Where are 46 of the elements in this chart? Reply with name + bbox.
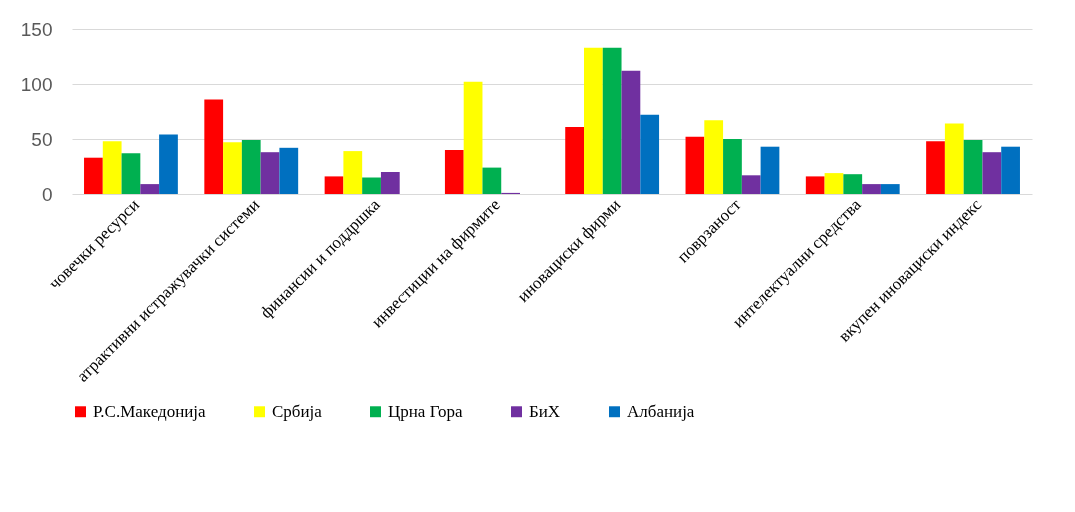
legend-label: Р.С.Македонија [93, 401, 207, 421]
bar [760, 146, 780, 194]
y-tick-label: 150 [20, 18, 53, 40]
bar [204, 99, 224, 194]
bar [843, 174, 863, 194]
bar [1001, 146, 1020, 194]
legend-label: Црна Гора [388, 401, 463, 421]
bar [982, 152, 1002, 194]
bar [121, 153, 141, 194]
bar [862, 184, 881, 194]
bar [621, 70, 641, 194]
bar [640, 114, 660, 194]
bar [741, 175, 761, 194]
bar [159, 134, 178, 194]
bar [241, 140, 261, 194]
bar [482, 167, 502, 194]
bar [279, 147, 299, 194]
bar [805, 176, 825, 194]
bar [963, 140, 983, 194]
bar [140, 184, 160, 194]
legend-label: БиХ [529, 401, 561, 421]
bar [602, 47, 622, 194]
y-tick-label: 100 [20, 73, 53, 95]
bar [102, 141, 122, 194]
bar [260, 152, 280, 194]
legend-label: Србија [272, 401, 323, 421]
bar [944, 123, 964, 194]
bar [463, 81, 483, 194]
bar [324, 176, 344, 194]
bar [343, 151, 363, 194]
bar [84, 157, 103, 194]
bar [685, 136, 705, 194]
bar [824, 173, 844, 194]
y-tick-label: 0 [41, 183, 53, 205]
bar [704, 120, 724, 194]
legend-label: Албанија [627, 401, 695, 421]
bar [926, 141, 945, 194]
bar [584, 47, 603, 194]
bar [565, 126, 584, 194]
bar [223, 142, 242, 194]
bar [723, 139, 742, 194]
bar [444, 150, 464, 194]
y-tick-label: 50 [31, 128, 53, 150]
bar [362, 177, 381, 194]
bar [380, 172, 400, 194]
bar [880, 184, 900, 194]
